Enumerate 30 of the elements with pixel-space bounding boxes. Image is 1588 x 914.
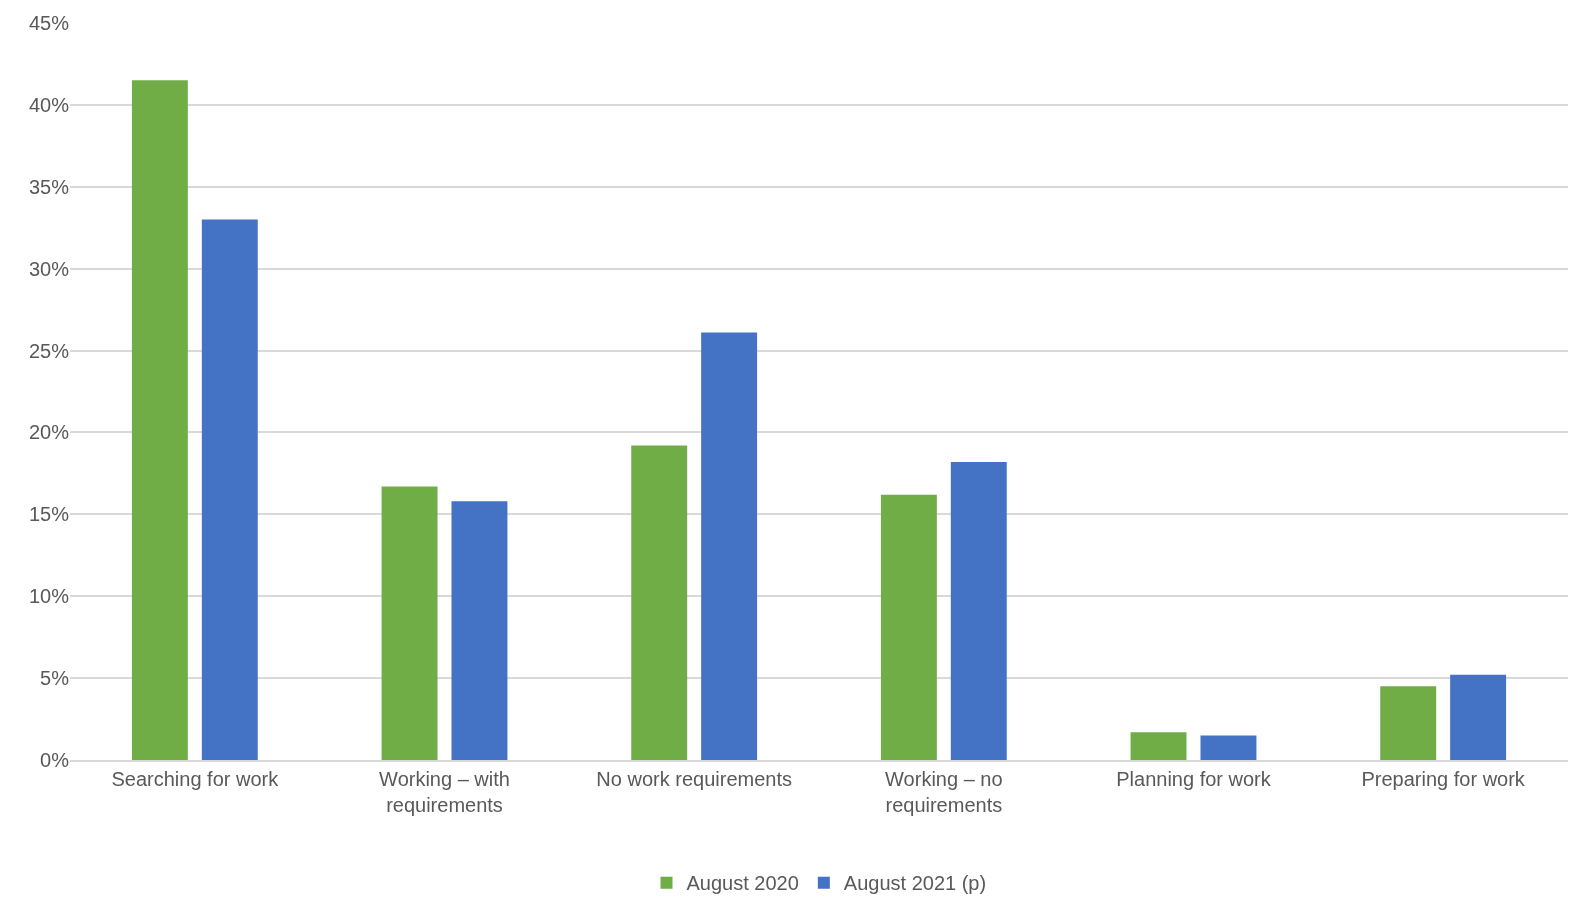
bar xyxy=(1200,735,1257,760)
y-tick-label: 35% xyxy=(28,175,70,198)
y-tick-label: 25% xyxy=(28,339,70,362)
bar xyxy=(1130,732,1187,760)
x-tick-label: No work requirements xyxy=(596,767,792,790)
bar xyxy=(131,80,188,760)
x-tick-label: Working – with requirements xyxy=(379,767,510,816)
legend-label: August 2021 (p) xyxy=(843,872,987,895)
x-tick-label: Preparing for work xyxy=(1361,767,1526,790)
bar xyxy=(1450,674,1507,760)
x-tick-label: Working – no requirements xyxy=(885,767,1003,816)
bar xyxy=(381,486,438,760)
y-tick-label: 30% xyxy=(28,257,70,280)
y-tick-label: 15% xyxy=(28,503,70,526)
y-tick-label: 20% xyxy=(28,421,70,444)
y-tick-label: 0% xyxy=(40,749,70,771)
bar xyxy=(701,332,758,760)
bar xyxy=(201,219,258,760)
y-tick-label: 10% xyxy=(28,585,70,608)
y-tick-label: 5% xyxy=(40,667,70,690)
bar xyxy=(451,501,508,760)
x-tick-label: Searching for work xyxy=(111,767,280,790)
y-tick-label: 45% xyxy=(28,12,70,34)
x-tick-label: Planning for work xyxy=(1116,767,1272,790)
bar xyxy=(1380,686,1437,760)
legend-label: August 2020 xyxy=(686,872,799,895)
bar xyxy=(880,494,937,760)
y-tick-label: 40% xyxy=(28,93,70,116)
bar xyxy=(950,461,1007,760)
bar xyxy=(631,445,688,760)
